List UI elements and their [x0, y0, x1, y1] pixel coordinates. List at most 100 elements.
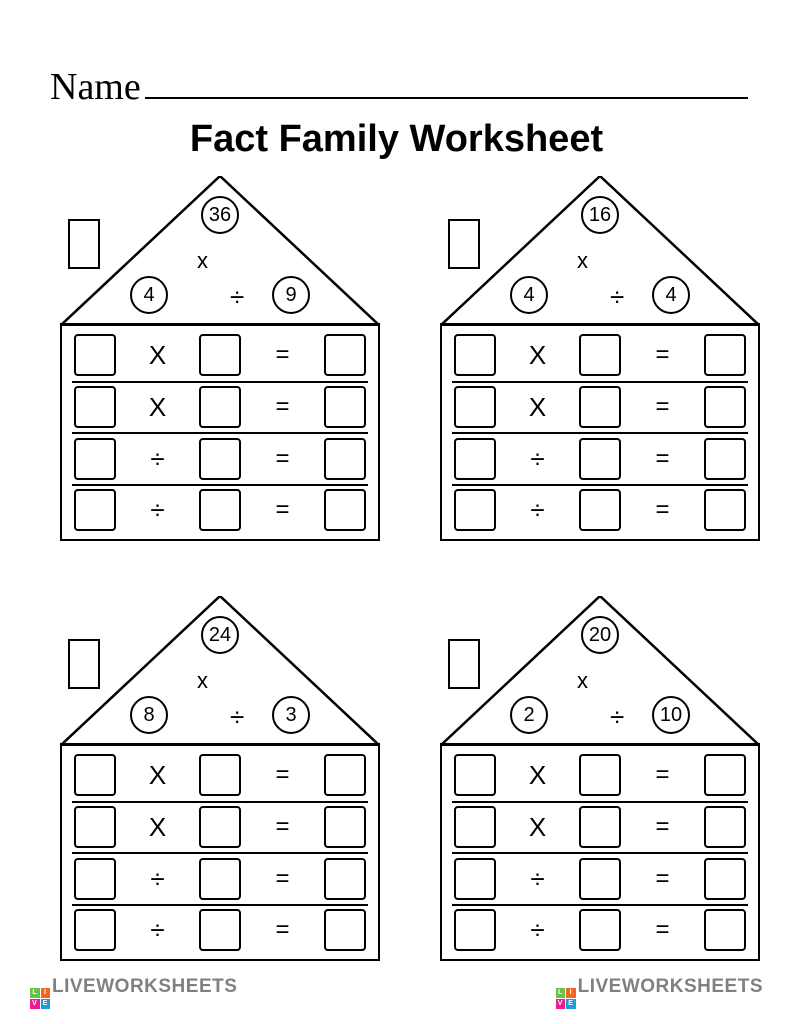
equals-symbol: = — [269, 498, 297, 522]
answer-box[interactable] — [324, 334, 366, 376]
answer-box[interactable] — [324, 858, 366, 900]
fact-family-house: 3649x÷X=X=÷=÷= — [60, 176, 380, 541]
roof-labels: 1644x÷ — [440, 176, 760, 326]
factor-right-circle: 4 — [652, 276, 690, 314]
fact-family-house: 20210x÷X=X=÷=÷= — [440, 596, 760, 961]
answer-box[interactable] — [74, 754, 116, 796]
equals-symbol: = — [649, 763, 677, 787]
houses-grid: 3649x÷X=X=÷=÷=1644x÷X=X=÷=÷=2483x÷X=X=÷=… — [60, 176, 748, 961]
equals-symbol: = — [649, 867, 677, 891]
divide-symbol: ÷ — [524, 446, 552, 472]
name-input-line[interactable] — [145, 97, 748, 99]
answer-box[interactable] — [579, 909, 621, 951]
product-circle: 24 — [201, 616, 239, 654]
equation-row: X= — [452, 801, 748, 853]
answer-box[interactable] — [324, 909, 366, 951]
answer-box[interactable] — [579, 438, 621, 480]
equation-row: ÷= — [72, 484, 368, 536]
answer-box[interactable] — [74, 909, 116, 951]
times-symbol: x — [197, 248, 208, 274]
fact-family-house: 1644x÷X=X=÷=÷= — [440, 176, 760, 541]
answer-box[interactable] — [324, 438, 366, 480]
equation-row: ÷= — [452, 852, 748, 904]
answer-box[interactable] — [199, 386, 241, 428]
answer-box[interactable] — [454, 806, 496, 848]
answer-box[interactable] — [454, 386, 496, 428]
equation-row: X= — [72, 329, 368, 381]
answer-box[interactable] — [454, 909, 496, 951]
answer-box[interactable] — [324, 489, 366, 531]
answer-box[interactable] — [579, 858, 621, 900]
equals-symbol: = — [269, 918, 297, 942]
equation-row: X= — [72, 381, 368, 433]
answer-box[interactable] — [454, 754, 496, 796]
divide-symbol: ÷ — [610, 702, 624, 733]
divide-symbol: ÷ — [524, 866, 552, 892]
answer-box[interactable] — [199, 754, 241, 796]
answer-box[interactable] — [704, 754, 746, 796]
answer-box[interactable] — [579, 489, 621, 531]
times-symbol: X — [144, 342, 172, 368]
answer-box[interactable] — [199, 858, 241, 900]
equation-row: ÷= — [72, 852, 368, 904]
answer-box[interactable] — [74, 438, 116, 480]
equation-row: ÷= — [452, 904, 748, 956]
answer-box[interactable] — [199, 334, 241, 376]
equation-row: X= — [452, 381, 748, 433]
answer-box[interactable] — [704, 334, 746, 376]
roof-labels: 2483x÷ — [60, 596, 380, 746]
answer-box[interactable] — [74, 334, 116, 376]
equals-symbol: = — [269, 447, 297, 471]
divide-symbol: ÷ — [610, 282, 624, 313]
answer-box[interactable] — [199, 909, 241, 951]
equation-row: ÷= — [452, 432, 748, 484]
page-title: Fact Family Worksheet — [0, 118, 793, 161]
answer-box[interactable] — [579, 754, 621, 796]
answer-box[interactable] — [704, 489, 746, 531]
answer-box[interactable] — [454, 334, 496, 376]
answer-box[interactable] — [74, 858, 116, 900]
equation-row: ÷= — [72, 904, 368, 956]
answer-box[interactable] — [324, 754, 366, 796]
times-symbol: X — [144, 814, 172, 840]
name-row: Name — [50, 65, 748, 109]
factor-right-circle: 9 — [272, 276, 310, 314]
factor-left-circle: 2 — [510, 696, 548, 734]
answer-box[interactable] — [454, 858, 496, 900]
times-symbol: x — [197, 668, 208, 694]
answer-box[interactable] — [704, 386, 746, 428]
answer-box[interactable] — [324, 806, 366, 848]
answer-box[interactable] — [704, 909, 746, 951]
divide-symbol: ÷ — [524, 497, 552, 523]
equations-body: X=X=÷=÷= — [440, 743, 760, 961]
equations-body: X=X=÷=÷= — [60, 323, 380, 541]
answer-box[interactable] — [579, 334, 621, 376]
equals-symbol: = — [649, 498, 677, 522]
answer-box[interactable] — [199, 489, 241, 531]
answer-box[interactable] — [454, 489, 496, 531]
answer-box[interactable] — [579, 806, 621, 848]
answer-box[interactable] — [74, 806, 116, 848]
answer-box[interactable] — [199, 806, 241, 848]
equals-symbol: = — [649, 815, 677, 839]
product-circle: 16 — [581, 196, 619, 234]
watermark-right: LIVELIVEWORKSHEETS — [556, 976, 763, 1008]
equations-body: X=X=÷=÷= — [440, 323, 760, 541]
divide-symbol: ÷ — [144, 497, 172, 523]
answer-box[interactable] — [199, 438, 241, 480]
watermark-text: LIVEWORKSHEETS — [52, 976, 237, 997]
answer-box[interactable] — [454, 438, 496, 480]
times-symbol: X — [524, 762, 552, 788]
answer-box[interactable] — [74, 489, 116, 531]
answer-box[interactable] — [324, 386, 366, 428]
equation-row: X= — [452, 749, 748, 801]
answer-box[interactable] — [74, 386, 116, 428]
answer-box[interactable] — [704, 858, 746, 900]
answer-box[interactable] — [704, 806, 746, 848]
answer-box[interactable] — [704, 438, 746, 480]
divide-symbol: ÷ — [144, 446, 172, 472]
answer-box[interactable] — [579, 386, 621, 428]
times-symbol: X — [524, 814, 552, 840]
equals-symbol: = — [269, 867, 297, 891]
factor-right-circle: 10 — [652, 696, 690, 734]
